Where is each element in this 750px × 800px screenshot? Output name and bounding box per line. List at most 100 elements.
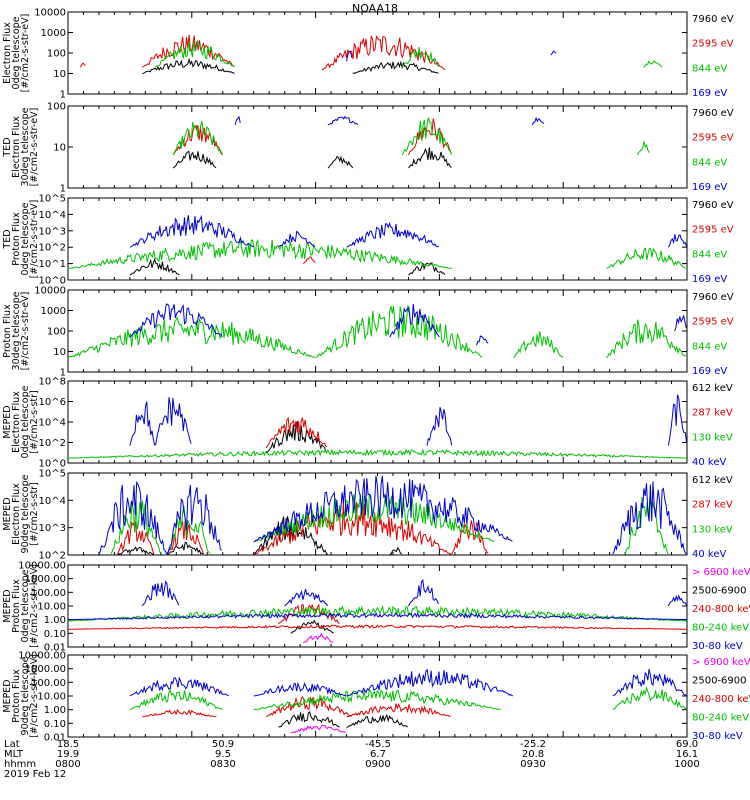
data-series-trace	[408, 578, 439, 607]
data-series-trace	[401, 117, 453, 156]
y-tick-label: 10.00	[37, 602, 66, 613]
y-tick-label: 10000.00	[18, 651, 66, 662]
y-tick-label: 10^0	[39, 459, 66, 470]
legend-entry: 612 keV	[692, 475, 733, 486]
data-series-trace	[667, 394, 688, 446]
data-series-trace	[408, 118, 452, 156]
y-tick-label: 10^0	[39, 276, 66, 287]
panel-frame	[67, 105, 688, 189]
footer-value: 9.5	[215, 749, 231, 760]
data-series-trace	[637, 141, 650, 156]
data-series-trace	[129, 214, 254, 248]
data-series-trace	[401, 46, 440, 68]
y-axis-label: 90deg telescope	[20, 474, 31, 553]
data-series-trace	[321, 34, 446, 71]
y-tick-label: 10000	[34, 286, 66, 297]
legend-entry: > 6900 keV	[692, 567, 750, 578]
data-series-trace	[167, 541, 204, 555]
data-series-trace	[612, 481, 688, 555]
legend-entry: 80-240 keV	[692, 623, 749, 634]
y-axis-label: 30deg telescope	[11, 291, 22, 370]
data-series-trace	[667, 234, 688, 248]
footer-row-label: hhmm	[4, 759, 36, 770]
data-series-trace	[265, 696, 353, 718]
legend-entry: 287 keV	[692, 500, 733, 511]
y-axis-label: MEPED	[2, 497, 13, 530]
data-series-trace	[129, 257, 180, 276]
y-tick-label: 1000	[41, 28, 66, 39]
legend-entry: 240-800 keV	[692, 604, 750, 615]
data-series-trace	[315, 304, 483, 359]
legend-entry: 240-800 keV	[692, 694, 750, 705]
data-series-trace	[67, 604, 687, 622]
footer-row-label: MLT	[4, 749, 24, 760]
legend-entry: 287 keV	[692, 408, 733, 419]
data-series-trace	[290, 619, 334, 634]
data-series-trace	[117, 546, 154, 555]
y-tick-label: 0.01	[44, 733, 66, 744]
data-series-trace	[253, 681, 347, 697]
data-series-trace	[154, 39, 235, 68]
data-series-trace	[172, 124, 223, 156]
y-axis-label: [#/cm2-s-str-eV]	[29, 200, 40, 279]
y-axis-label: 90deg telescope	[20, 656, 31, 735]
y-tick-label: 10^4	[39, 210, 66, 221]
data-series-trace	[513, 331, 564, 359]
y-tick-label: 1	[60, 184, 66, 195]
data-series-trace	[79, 62, 86, 68]
legend-entry: 2500-6900	[692, 586, 747, 597]
data-series-trace	[550, 50, 557, 56]
y-axis-label: Electron Flux	[11, 391, 22, 453]
legend-entry: 844 eV	[692, 63, 727, 74]
legend-entry: 80-240 keV	[692, 713, 749, 724]
y-axis-label: MEPED	[2, 405, 13, 438]
y-tick-label: 10^4	[39, 496, 66, 507]
data-series-trace	[129, 677, 229, 697]
data-series-trace	[290, 724, 346, 734]
data-series-trace	[142, 34, 235, 68]
data-series-trace	[667, 594, 688, 607]
legend-entry: 7960 eV	[692, 108, 734, 119]
legend-entry: 169 eV	[692, 182, 727, 193]
legend-entry: 7960 eV	[692, 200, 734, 211]
data-series-trace	[389, 546, 402, 555]
y-tick-label: 10	[53, 69, 66, 80]
data-series-trace	[172, 150, 217, 169]
data-series-trace	[129, 303, 223, 338]
data-series-trace	[389, 303, 440, 338]
data-series-trace	[346, 703, 451, 718]
footer-value: 0900	[365, 759, 390, 770]
data-series-trace	[166, 484, 222, 555]
legend-entry: 30-80 keV	[692, 731, 743, 742]
data-series-trace	[346, 50, 353, 62]
legend-entry: 30-80 keV	[692, 641, 743, 652]
y-axis-label: [#/cm2-s-str-keV]	[29, 564, 40, 648]
data-series-trace	[643, 60, 663, 68]
data-series-trace	[67, 316, 316, 359]
y-axis-label: TED	[2, 137, 13, 157]
legend-entry: 2595 eV	[692, 39, 734, 50]
y-axis-label: Proton Flux	[11, 669, 22, 723]
y-tick-label: 10000	[34, 8, 66, 19]
data-series-trace	[142, 708, 217, 718]
y-tick-label: 10^2	[39, 243, 66, 254]
footer-value: 0800	[55, 759, 80, 770]
data-series-trace	[408, 262, 446, 276]
y-tick-label: 1.00	[44, 705, 66, 716]
y-tick-label: 10^4	[39, 418, 66, 429]
data-series-trace	[142, 57, 235, 74]
y-tick-label: 10000.00	[18, 561, 66, 572]
y-tick-label: 10	[53, 347, 66, 358]
data-series-trace	[346, 221, 440, 248]
data-series-trace	[346, 668, 514, 697]
y-axis-label: Electron Flux	[2, 22, 13, 84]
data-series-trace	[302, 632, 334, 644]
legend-entry: 2595 eV	[692, 133, 734, 144]
data-series-trace	[154, 397, 192, 446]
legend-entry: 2500-6900	[692, 676, 747, 687]
data-series-trace	[253, 475, 513, 543]
y-tick-label: 1	[60, 90, 66, 101]
data-series-trace	[68, 448, 687, 459]
legend-entry: 844 eV	[692, 157, 727, 168]
y-tick-label: 10^1	[39, 259, 66, 270]
